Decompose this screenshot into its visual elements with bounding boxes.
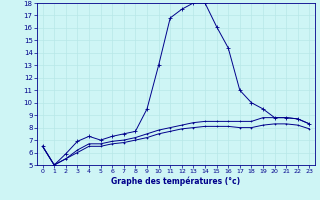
X-axis label: Graphe des températures (°c): Graphe des températures (°c) — [111, 177, 241, 186]
